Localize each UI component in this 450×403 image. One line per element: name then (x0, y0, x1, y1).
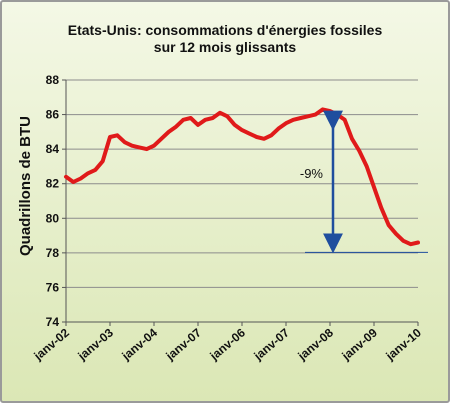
x-tick-label-8: janv-10 (382, 325, 424, 363)
y-axis-label: Quadrillons de BTU (17, 116, 34, 256)
y-tick-label-80: 80 (46, 211, 60, 225)
series-consommation (64, 107, 420, 247)
y-tick-label-74: 74 (46, 315, 60, 329)
y-tick-label-78: 78 (46, 246, 60, 260)
y-tick-label-86: 86 (46, 108, 60, 122)
y-tick-label-76: 76 (46, 280, 60, 294)
x-tick-label-6: janv-08 (294, 325, 336, 363)
x-tick-label-4: janv-06 (206, 325, 248, 363)
x-tick-label-7: janv-09 (338, 325, 380, 363)
x-tick-label-1: janv-03 (74, 325, 116, 363)
annotation: -9% (300, 110, 428, 254)
y-tick-label-82: 82 (46, 177, 60, 191)
grid-lines (66, 79, 418, 323)
annotation-label: -9% (300, 166, 324, 181)
chart-title-line2: sur 12 mois glissants (153, 39, 297, 55)
y-tick-label-84: 84 (46, 142, 60, 156)
y-tick-label-88: 88 (46, 73, 60, 87)
chart-title-line1: Etats-Unis: consommations d'énergies fos… (67, 22, 383, 38)
x-tick-label-3: janv-07 (162, 325, 204, 363)
x-tick-label-0: janv-02 (30, 325, 72, 363)
axes (62, 79, 419, 326)
x-tick-labels: janv-02 janv-03 janv-04 janv-07 janv-06 janv-… (30, 325, 424, 363)
x-tick-label-2: janv-04 (118, 325, 160, 363)
series-line (64, 107, 420, 247)
x-tick-label-5: janv-07 (250, 325, 292, 363)
y-tick-labels: 74 76 78 80 82 84 86 88 (46, 73, 60, 329)
